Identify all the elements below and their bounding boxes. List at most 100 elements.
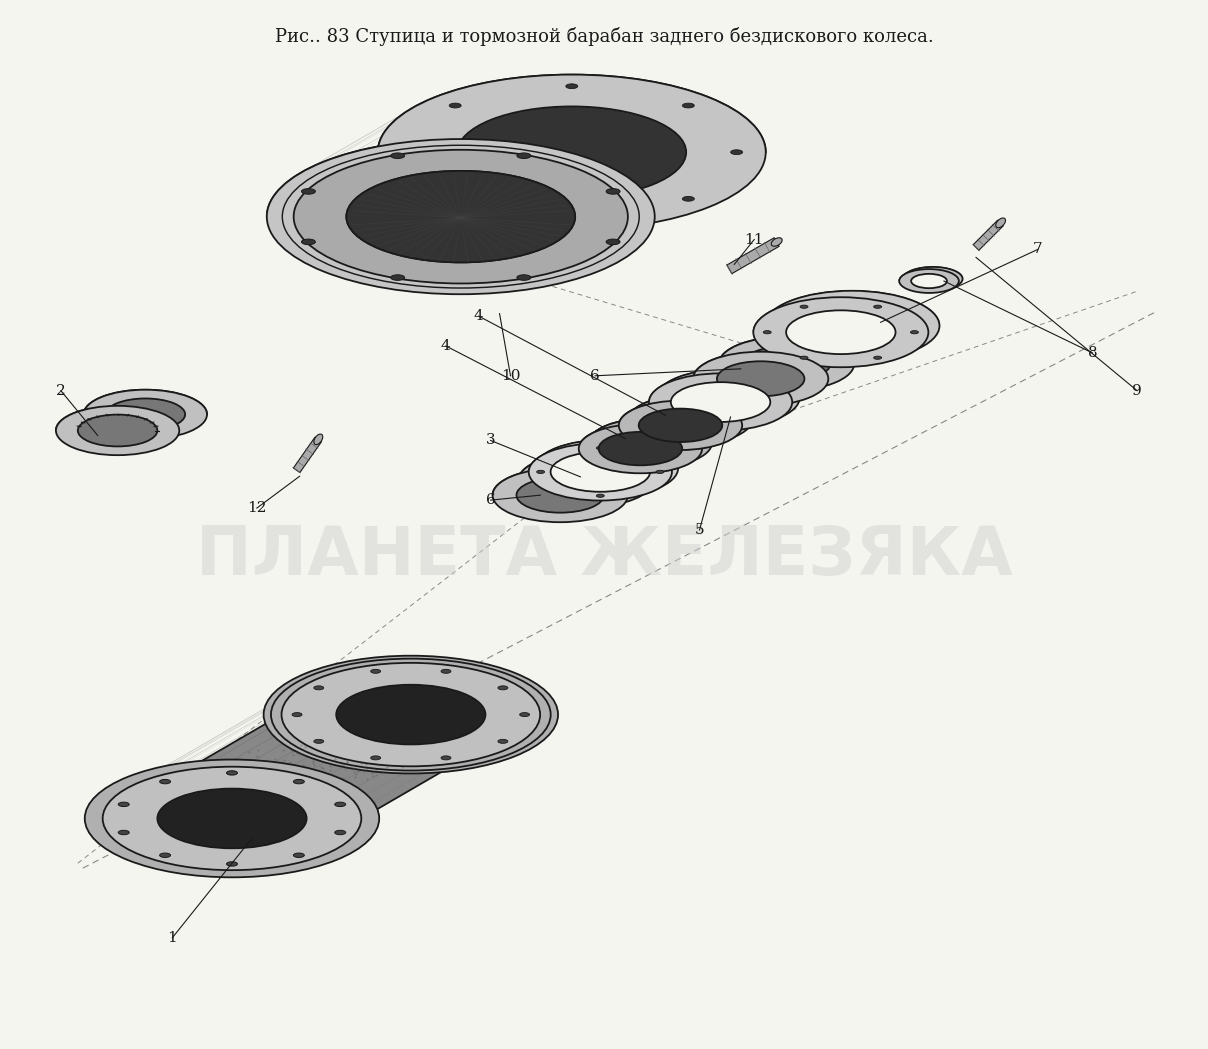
Ellipse shape [765,291,940,361]
Text: Рис.. 83 Ступица и тормозной барабан заднего бездискового колеса.: Рис.. 83 Ступица и тормозной барабан зад… [274,26,934,46]
Ellipse shape [371,756,381,759]
Ellipse shape [105,399,185,430]
Ellipse shape [227,862,238,866]
Text: 6: 6 [486,493,495,507]
Ellipse shape [716,361,805,397]
Ellipse shape [744,355,753,360]
Ellipse shape [568,471,577,476]
Ellipse shape [118,831,129,835]
Text: 8: 8 [1087,346,1097,360]
Ellipse shape [335,802,345,807]
Polygon shape [103,663,540,818]
Ellipse shape [517,153,530,158]
Ellipse shape [899,270,959,293]
Ellipse shape [512,478,521,484]
Ellipse shape [85,759,379,877]
Text: 12: 12 [248,501,267,515]
Polygon shape [754,291,940,333]
Ellipse shape [535,440,678,497]
Ellipse shape [721,359,731,364]
Ellipse shape [800,356,808,360]
Ellipse shape [498,686,507,690]
Ellipse shape [56,406,179,455]
Text: ПЛАНЕТА ЖЕЛЕЗЯКА: ПЛАНЕТА ЖЕЛЕЗЯКА [196,522,1012,588]
Ellipse shape [529,444,672,500]
Text: 3: 3 [486,433,495,448]
Ellipse shape [135,410,144,414]
Ellipse shape [628,394,753,445]
Ellipse shape [449,196,461,201]
Ellipse shape [152,415,162,421]
Ellipse shape [159,779,170,784]
Ellipse shape [227,771,238,775]
Ellipse shape [609,426,692,459]
Ellipse shape [732,357,741,361]
Ellipse shape [517,275,530,280]
Polygon shape [267,74,766,217]
Ellipse shape [780,357,789,361]
Ellipse shape [580,473,588,477]
Polygon shape [727,238,779,274]
Ellipse shape [649,373,792,431]
Ellipse shape [64,424,72,428]
Ellipse shape [754,297,929,367]
Ellipse shape [683,103,695,108]
Ellipse shape [670,382,771,422]
Ellipse shape [768,355,778,360]
Ellipse shape [656,369,800,426]
Ellipse shape [610,488,618,493]
Polygon shape [649,369,800,402]
Ellipse shape [678,378,778,418]
Ellipse shape [124,408,133,413]
Polygon shape [294,437,321,472]
Ellipse shape [77,414,157,447]
Ellipse shape [378,74,766,230]
Ellipse shape [159,853,170,857]
Ellipse shape [800,305,808,308]
Ellipse shape [639,409,722,442]
Ellipse shape [157,789,307,849]
Ellipse shape [786,311,895,355]
Ellipse shape [807,366,815,371]
Text: 7: 7 [1033,242,1043,256]
Ellipse shape [756,354,765,359]
Ellipse shape [401,150,413,154]
Ellipse shape [606,239,620,244]
Ellipse shape [599,432,683,466]
Ellipse shape [91,410,100,414]
Text: 6: 6 [591,369,600,383]
Ellipse shape [517,477,604,513]
Ellipse shape [995,218,1005,228]
Ellipse shape [114,771,352,866]
Ellipse shape [544,471,552,476]
Ellipse shape [873,305,882,308]
Ellipse shape [791,359,800,364]
Ellipse shape [335,831,345,835]
Ellipse shape [118,802,129,807]
Ellipse shape [281,663,540,767]
Text: 1: 1 [168,930,178,945]
Ellipse shape [501,488,511,493]
Ellipse shape [519,712,529,716]
Polygon shape [579,419,712,449]
Ellipse shape [103,767,361,871]
Ellipse shape [557,448,656,488]
Text: 9: 9 [1132,384,1142,398]
Ellipse shape [267,140,655,294]
Polygon shape [618,394,753,425]
Ellipse shape [902,266,963,291]
Ellipse shape [693,351,829,406]
Ellipse shape [618,401,742,450]
Ellipse shape [914,272,951,286]
Ellipse shape [873,356,882,360]
Ellipse shape [68,420,76,424]
Ellipse shape [565,216,577,220]
Ellipse shape [743,346,830,381]
Polygon shape [56,390,207,430]
Text: 11: 11 [744,233,763,247]
Ellipse shape [599,478,609,484]
Ellipse shape [101,408,111,413]
Ellipse shape [705,366,715,371]
Text: 10: 10 [501,369,521,383]
Ellipse shape [81,412,91,418]
